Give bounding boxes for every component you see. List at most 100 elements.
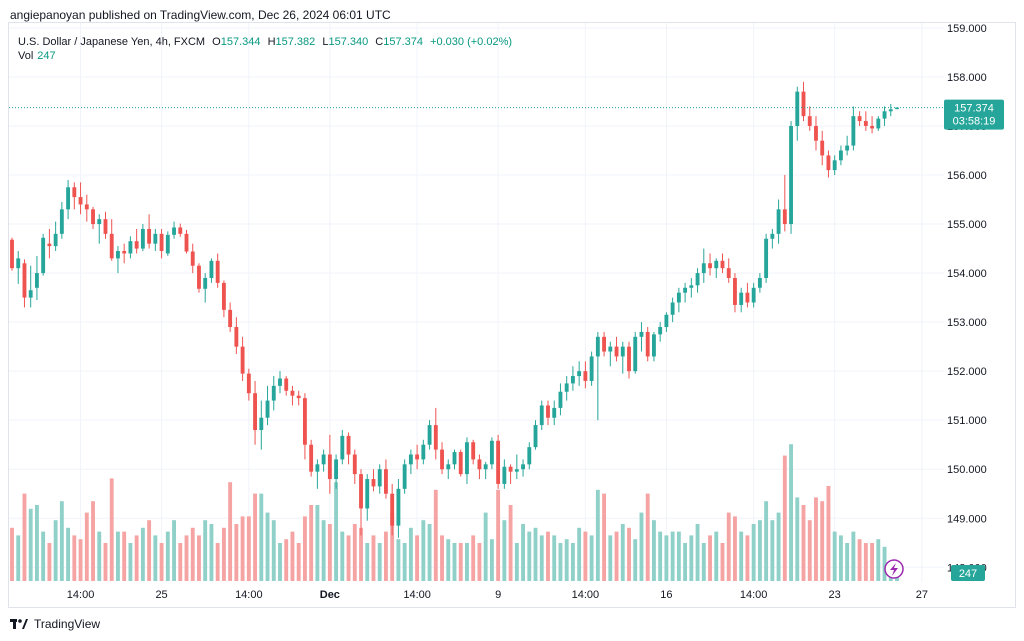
candle-body [589, 356, 594, 381]
volume-bar [776, 512, 781, 581]
candle-body [446, 464, 451, 470]
candle-body [832, 160, 837, 171]
volume-bar [546, 531, 550, 581]
candle-body [814, 125, 818, 141]
volume-bar [807, 520, 812, 581]
volume-bar [128, 543, 133, 581]
candle-body [570, 376, 575, 384]
candle-body [190, 251, 195, 266]
volume-bar [633, 539, 638, 581]
candle-body [178, 227, 183, 234]
volume-bar [234, 524, 239, 581]
volume-bar [751, 524, 756, 581]
volume-bar [882, 546, 887, 581]
volume-bar [296, 543, 301, 581]
y-tick-label: 149.000 [947, 513, 987, 525]
candle-body [53, 233, 58, 247]
candle-body [97, 219, 102, 225]
volume-bar [340, 531, 345, 581]
volume-bar [589, 535, 594, 581]
volume-bar [134, 535, 139, 581]
candle-body [433, 425, 438, 450]
candle-body [645, 331, 650, 357]
candle-body [533, 425, 538, 448]
volume-bar [278, 543, 282, 581]
volume-bar [246, 516, 251, 581]
volume-bar [820, 501, 825, 581]
volume-bar [41, 531, 46, 581]
candle-body [757, 277, 762, 288]
candle-body [683, 287, 688, 293]
candle-body [870, 125, 875, 129]
volume-bar [78, 539, 83, 581]
candle-body [502, 466, 507, 484]
candle-body [246, 373, 251, 394]
volume-bar [857, 539, 862, 581]
candle-body [826, 155, 831, 171]
high-label: H [267, 36, 276, 48]
x-tick-label: Dec [320, 589, 340, 601]
volume-bar [683, 543, 688, 581]
high-value: 157.382 [275, 36, 316, 48]
volume-legend: Vol 247 [18, 50, 56, 62]
candle-body [271, 385, 276, 401]
candle-body [221, 282, 226, 310]
candle-body [284, 378, 289, 391]
candle-body [465, 442, 469, 475]
candle-body [265, 400, 270, 418]
candle-body [652, 334, 656, 357]
volume-bar [552, 535, 557, 581]
x-tick-label: 23 [829, 589, 841, 601]
candle-body [197, 265, 201, 289]
volume-bar [539, 535, 544, 581]
candle-body [296, 395, 301, 399]
candle-body [91, 209, 95, 225]
candle-body [658, 327, 663, 335]
candle-body [546, 405, 550, 418]
volume-bar [845, 543, 850, 581]
candle-body [371, 479, 376, 487]
volume-bar [863, 543, 868, 581]
volume-bar [221, 527, 226, 581]
volume-bar [564, 539, 569, 581]
volume-bar [570, 543, 575, 581]
candle-body [346, 435, 351, 455]
volume-bar [708, 535, 712, 581]
volume-bar [614, 531, 619, 581]
volume-bar [140, 527, 145, 581]
volume-bar [109, 478, 114, 581]
volume-bar [452, 543, 457, 581]
candle-body [28, 290, 33, 298]
volume-bar [733, 516, 737, 581]
tradingview-logo-icon [10, 618, 28, 630]
volume-bar [271, 520, 276, 581]
lightning-bolt-icon [890, 563, 898, 576]
candle-body [726, 268, 731, 278]
candle-body [577, 371, 582, 377]
volume-bar [72, 535, 77, 581]
volume-bar [402, 543, 407, 581]
last-price-value: 157.374 [954, 103, 994, 115]
candle-body [670, 302, 675, 315]
volume-bar [639, 512, 644, 581]
candle-body [302, 398, 307, 445]
candle-body [34, 273, 39, 288]
volume-bar [658, 531, 663, 581]
x-tick-label: 27 [916, 589, 928, 601]
volume-bar [533, 527, 538, 581]
ohlc-legend: U.S. Dollar / Japanese Yen, 4h, FXCM O15… [18, 36, 516, 48]
volume-bar [583, 531, 588, 581]
volume-bar [832, 531, 837, 581]
candle-body [764, 238, 769, 278]
volume-bar [514, 543, 519, 581]
volume-bar [302, 516, 307, 581]
bar-countdown: 03:58:19 [953, 116, 996, 128]
footer-brand[interactable]: TradingView [10, 617, 100, 631]
candle-body [595, 336, 600, 357]
volume-bar [172, 520, 176, 581]
volume-value: 247 [37, 50, 56, 62]
candle-body [608, 346, 613, 352]
volume-bar [527, 531, 532, 581]
volume-bar [471, 535, 476, 581]
